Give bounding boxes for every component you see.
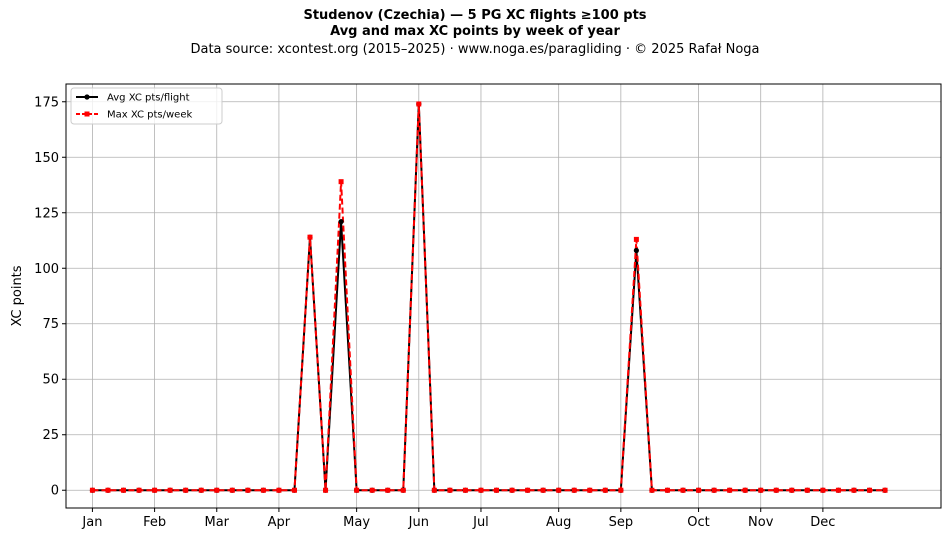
data-point <box>229 487 235 493</box>
data-point <box>183 487 189 493</box>
data-point <box>618 487 624 493</box>
data-point <box>136 487 142 493</box>
x-tick-label: Feb <box>143 515 166 530</box>
data-point <box>851 487 857 493</box>
data-point <box>633 247 639 254</box>
legend-box <box>70 87 223 125</box>
series-markers-2 <box>89 101 888 493</box>
y-tick-label: 125 <box>34 206 59 221</box>
data-point <box>121 487 127 493</box>
data-point <box>323 487 329 493</box>
y-axis-label: XC points <box>10 265 25 326</box>
legend-marker-2 <box>84 111 90 117</box>
data-point <box>478 487 484 493</box>
data-point <box>804 487 810 493</box>
x-tick-label: Sep <box>609 515 634 530</box>
data-point <box>696 487 702 493</box>
data-point <box>867 487 873 493</box>
x-tick-label: Nov <box>748 515 774 530</box>
data-point <box>820 487 826 493</box>
data-point <box>291 487 297 493</box>
series-line-2 <box>92 102 886 492</box>
legend-label-2: Max XC pts/week <box>107 110 192 121</box>
data-point <box>307 234 313 240</box>
data-point <box>602 487 608 493</box>
data-point <box>773 487 779 493</box>
data-point <box>167 487 173 493</box>
data-point <box>260 487 266 493</box>
data-point <box>494 487 500 493</box>
data-point <box>727 487 733 493</box>
y-tick-label: 75 <box>42 317 59 332</box>
y-tick-label: 25 <box>42 428 59 443</box>
x-tick-label: Apr <box>268 515 291 530</box>
data-point <box>680 487 686 493</box>
data-point <box>338 219 344 225</box>
y-tick-label: 150 <box>34 151 59 166</box>
x-tick-label: May <box>343 515 370 530</box>
data-point <box>525 487 531 493</box>
data-point <box>742 487 748 493</box>
data-point <box>245 487 251 493</box>
data-point <box>369 487 375 493</box>
data-point <box>789 487 795 493</box>
y-tick-label: 100 <box>34 262 59 277</box>
x-tick-label: Jul <box>472 515 489 530</box>
data-point <box>711 487 717 493</box>
axes-frame <box>65 83 942 509</box>
data-point <box>540 487 546 493</box>
data-point <box>664 487 670 493</box>
x-tick-label: Mar <box>204 515 229 530</box>
data-point <box>400 487 406 493</box>
x-tick-label: Dec <box>810 515 835 530</box>
x-tick-label: Oct <box>687 515 709 530</box>
data-point <box>882 487 888 493</box>
chart-subtitle: Data source: xcontest.org (2015–2025) · … <box>190 42 760 57</box>
data-point <box>556 487 562 493</box>
x-tick-label: Jun <box>408 515 429 530</box>
data-point <box>633 236 639 242</box>
y-tick-label: 175 <box>34 95 59 110</box>
data-point <box>447 487 453 493</box>
data-point <box>649 487 655 493</box>
data-point <box>462 487 468 493</box>
plot-area <box>66 84 941 508</box>
data-point <box>835 487 841 493</box>
data-point <box>385 487 391 493</box>
y-tick-label: 50 <box>42 373 59 388</box>
x-tick-label: Jan <box>81 515 102 530</box>
data-point <box>152 487 158 493</box>
y-tick-label: 0 <box>51 484 59 499</box>
chart-title-line-1: Studenov (Czechia) — 5 PG XC flights ≥10… <box>303 8 647 23</box>
data-point <box>758 487 764 493</box>
data-point <box>198 487 204 493</box>
chart-title-line-2: Avg and max XC points by week of year <box>330 24 620 39</box>
x-tick-label: Aug <box>546 515 571 530</box>
data-point <box>214 487 220 493</box>
data-point <box>571 487 577 493</box>
legend: Avg XC pts/flight Max XC pts/week <box>70 87 223 125</box>
data-point <box>416 101 422 107</box>
data-point <box>354 487 360 493</box>
data-point <box>587 487 593 493</box>
data-point <box>431 487 437 493</box>
data-point <box>105 487 111 493</box>
data-point <box>276 487 282 493</box>
legend-marker-1 <box>84 94 90 100</box>
data-point <box>89 487 95 493</box>
data-point <box>338 179 344 185</box>
data-point <box>509 487 515 493</box>
legend-label-1: Avg XC pts/flight <box>107 93 190 104</box>
